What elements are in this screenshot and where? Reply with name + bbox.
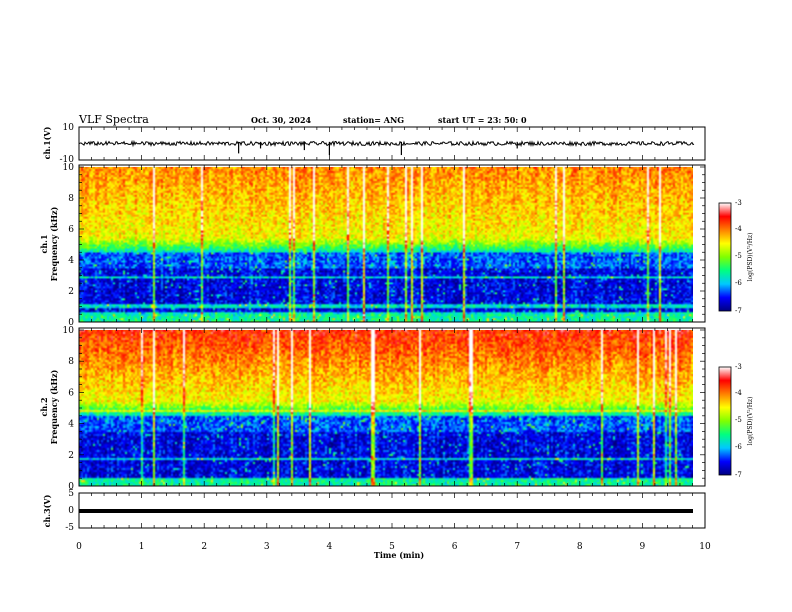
ch1-cb-tick-7: -7 <box>735 307 742 315</box>
x-tick-label-3: 3 <box>264 542 270 552</box>
station-label: station= ANG <box>343 115 404 125</box>
freq-tick-label-4: 4 <box>68 420 74 430</box>
ch1-voltage-panel: 10 -10 ch.1(V) <box>42 123 706 165</box>
ch2-colorbar-scale <box>718 366 732 476</box>
ch1-frequency-ticks: 0 2 4 6 8 10 <box>63 163 705 328</box>
freq-tick-label-6: 6 <box>68 225 74 235</box>
ch3-voltage-ylabel: ch.3(V) <box>42 494 52 527</box>
x-tick-label-6: 6 <box>452 542 458 552</box>
freq-tick-label-0: 0 <box>68 318 74 328</box>
ch2-cb-tick-4: -4 <box>735 389 742 397</box>
x-tick-label-2: 2 <box>201 542 207 552</box>
ch1-frequency-ylabel: Frequency (kHz) <box>49 206 59 281</box>
x-tick-label-8: 8 <box>577 542 583 552</box>
freq-tick-label-8: 8 <box>68 194 74 204</box>
ch2-cb-tick-6: -6 <box>735 443 742 451</box>
ch1-cb-tick-4: -4 <box>735 225 742 233</box>
time-axis-label: Time (min) <box>374 550 424 560</box>
ch3-ytick-0: 0 <box>68 506 74 516</box>
freq-tick-label-4: 4 <box>68 256 74 266</box>
ch1-spectrogram-panel: 0 2 4 6 8 10 ch.1 Frequency (kHz) <box>39 163 706 328</box>
freq-tick-label-10: 10 <box>63 326 75 336</box>
ch2-frequency-ylabel: Frequency (kHz) <box>49 369 59 444</box>
ch1-spectrogram-heatmap <box>79 167 693 322</box>
x-tick-label-9: 9 <box>640 542 646 552</box>
ch3-voltage-panel: 5 0 -5 ch.3(V) <box>42 489 706 533</box>
start-time-label: start UT = 23: 50: 0 <box>438 115 527 125</box>
ch1-voltage-trace <box>78 139 695 148</box>
ch1-cb-tick-3: -3 <box>735 199 742 207</box>
ch2-cb-tick-3: -3 <box>735 363 742 371</box>
ch1-voltage-ylabel: ch.1(V) <box>42 126 52 159</box>
ch3-ytick-5: 5 <box>68 489 74 499</box>
ch3-ytick-neg5: -5 <box>65 523 74 533</box>
ch1-cb-tick-6: -6 <box>735 279 742 287</box>
ch2-cb-tick-7: -7 <box>735 471 742 479</box>
x-tick-label-5: 5 <box>389 542 395 552</box>
freq-tick-label-6: 6 <box>68 388 74 398</box>
ch2-cb-tick-5: -5 <box>735 416 742 424</box>
figure-title: VLF Spectra <box>78 113 149 126</box>
ch2-spectrogram-panel: 0 2 4 6 8 10 ch.2 Frequency (kHz) <box>39 326 706 492</box>
ch2-frequency-ticks: 0 2 4 6 8 10 <box>63 326 705 492</box>
ch1-colorbar-scale <box>718 202 732 312</box>
ch2-channel-label: ch.2 <box>39 397 49 416</box>
freq-tick-label-0: 0 <box>68 482 74 492</box>
ch2-spectrogram-heatmap <box>79 330 693 486</box>
freq-tick-label-10: 10 <box>63 163 75 173</box>
ch1-channel-label: ch.1 <box>39 234 49 253</box>
freq-tick-label-8: 8 <box>68 357 74 367</box>
x-tick-label-10: 10 <box>699 542 711 552</box>
ch2-colorbar-label: log(PSD)(V²/Hz) <box>747 397 754 446</box>
freq-tick-label-2: 2 <box>68 451 74 461</box>
ch1-ytick-10: 10 <box>63 123 75 133</box>
x-tick-label-0: 0 <box>76 542 82 552</box>
freq-tick-label-2: 2 <box>68 287 74 297</box>
x-tick-label-4: 4 <box>327 542 333 552</box>
x-tick-label-7: 7 <box>514 542 520 552</box>
ch1-ytick-neg10: -10 <box>60 155 75 165</box>
ch1-colorbar-label: log(PSD)(V²/Hz) <box>747 233 754 282</box>
ch1-colorbar: -3 -4 -5 -6 -7 log(PSD)(V²/Hz) <box>718 199 754 315</box>
ch1-cb-tick-5: -5 <box>735 252 742 260</box>
ch1-voltage-spikes <box>238 141 518 156</box>
x-tick-label-1: 1 <box>139 542 145 552</box>
time-axis: 0 1 2 3 4 5 6 7 8 9 10 <box>76 542 711 552</box>
date-label: Oct. 30, 2024 <box>251 115 312 125</box>
ch2-colorbar: -3 -4 -5 -6 -7 log(PSD)(V²/Hz) <box>718 363 754 479</box>
